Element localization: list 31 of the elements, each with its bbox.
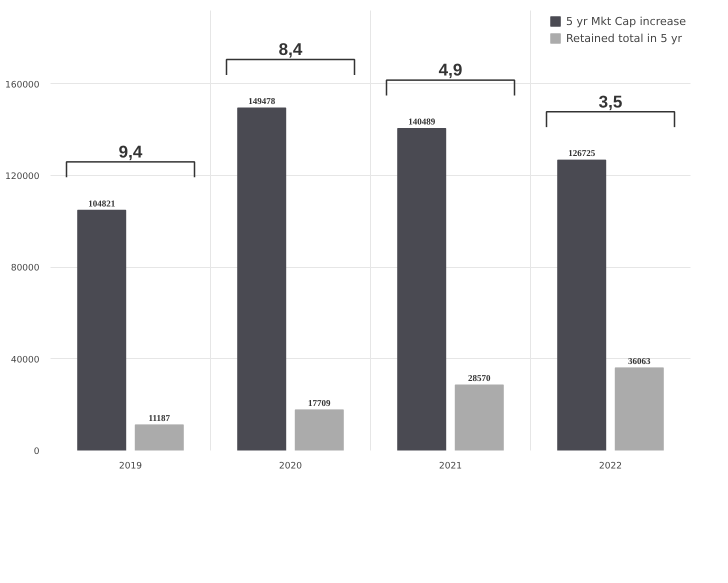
y-tick-label: 80000 — [10, 264, 40, 274]
legend-label: 5 yr Mkt Cap increase — [566, 14, 686, 28]
data-label: 28570 — [468, 373, 492, 384]
bar — [397, 128, 446, 450]
legend-label: Retained total in 5 yr — [566, 31, 682, 45]
annotation: 9,4 — [118, 142, 143, 162]
y-tick-label: 120000 — [5, 172, 40, 182]
y-tick-label: 0 — [34, 447, 40, 457]
annotation: 8,4 — [278, 40, 303, 60]
bar — [614, 367, 664, 450]
bar — [77, 210, 126, 450]
y-tick-label: 40000 — [10, 355, 40, 366]
bar — [294, 409, 344, 450]
y-tick-label: 160000 — [5, 80, 40, 90]
x-tick-label: 2019 — [119, 462, 142, 472]
x-tick-label: 2020 — [279, 462, 302, 472]
annotation: 4,9 — [438, 60, 462, 80]
bar — [134, 424, 184, 450]
data-label: 149478 — [248, 96, 276, 106]
data-label: 140489 — [408, 116, 436, 127]
x-tick-label: 2022 — [599, 462, 622, 472]
data-label: 11187 — [148, 412, 171, 423]
bar — [454, 384, 504, 450]
annotation: 3,5 — [598, 92, 622, 112]
data-label: 126725 — [568, 148, 596, 158]
data-label: 17709 — [308, 398, 332, 408]
data-label: 36063 — [628, 356, 652, 366]
bar — [237, 107, 286, 450]
data-label: 104821 — [88, 198, 116, 208]
x-tick-label: 2021 — [439, 462, 462, 472]
bar — [557, 160, 606, 450]
